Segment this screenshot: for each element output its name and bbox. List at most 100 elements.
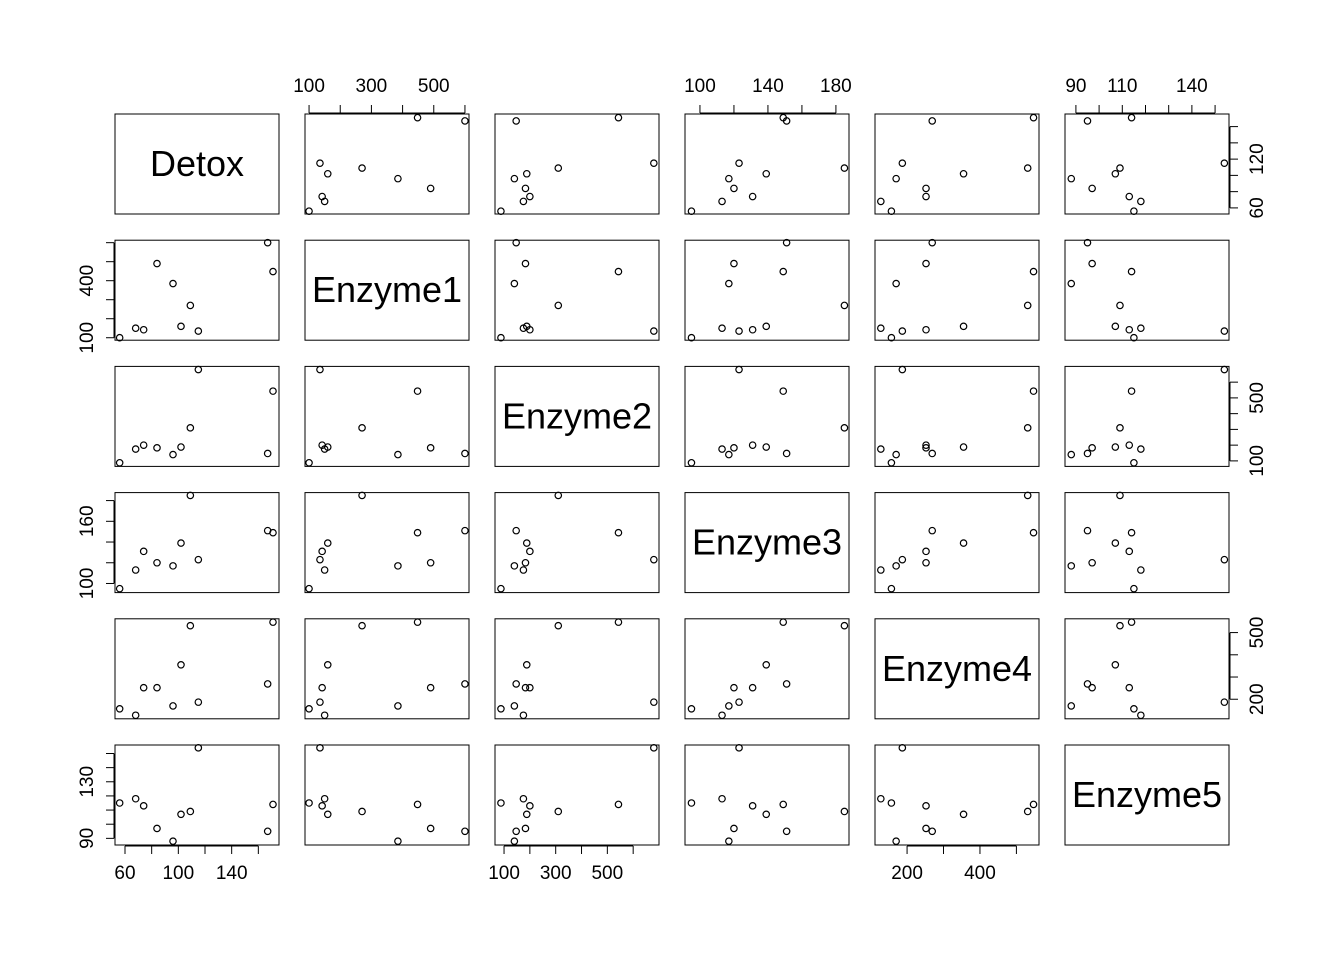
point bbox=[1220, 365, 1229, 374]
point bbox=[1116, 424, 1124, 432]
point bbox=[959, 169, 968, 178]
point bbox=[461, 680, 469, 688]
point bbox=[497, 207, 505, 215]
point bbox=[316, 744, 324, 752]
panel bbox=[1064, 113, 1230, 215]
point bbox=[1130, 704, 1138, 713]
point bbox=[522, 169, 531, 178]
variable-name: Enzyme5 bbox=[1072, 774, 1222, 815]
point bbox=[1023, 807, 1032, 816]
point bbox=[730, 824, 738, 833]
point bbox=[394, 174, 402, 183]
point bbox=[153, 259, 161, 268]
panel bbox=[684, 239, 850, 341]
point bbox=[1127, 387, 1136, 395]
point bbox=[169, 702, 177, 710]
point bbox=[779, 387, 788, 395]
x-tick-label: 200 bbox=[891, 863, 923, 884]
point bbox=[1029, 113, 1038, 122]
point bbox=[687, 799, 696, 807]
point bbox=[177, 660, 185, 669]
y-tick-label: 500 bbox=[1247, 382, 1268, 414]
point bbox=[413, 800, 422, 809]
point bbox=[959, 443, 968, 451]
point bbox=[153, 683, 161, 692]
point bbox=[461, 827, 469, 836]
point bbox=[1137, 566, 1145, 574]
point bbox=[394, 562, 402, 570]
panel bbox=[494, 113, 660, 215]
point bbox=[877, 566, 885, 574]
point bbox=[1088, 558, 1096, 567]
point bbox=[1029, 800, 1038, 809]
x-tick-label: 500 bbox=[591, 863, 623, 884]
point bbox=[510, 702, 519, 710]
point bbox=[892, 174, 900, 183]
point bbox=[186, 424, 195, 432]
point bbox=[877, 794, 885, 803]
point bbox=[426, 184, 435, 193]
point bbox=[521, 558, 530, 567]
point bbox=[316, 555, 324, 564]
point bbox=[1130, 458, 1138, 467]
point bbox=[898, 744, 907, 752]
point bbox=[512, 238, 520, 247]
y-tick-label: 100 bbox=[77, 568, 98, 600]
x-tick-label: 90 bbox=[1065, 76, 1086, 97]
panel bbox=[304, 618, 470, 720]
panel bbox=[1064, 492, 1230, 594]
point bbox=[177, 539, 185, 547]
point bbox=[1116, 164, 1124, 172]
y-tick-label: 130 bbox=[77, 766, 98, 798]
point bbox=[1137, 445, 1145, 453]
point bbox=[320, 566, 329, 574]
point bbox=[510, 174, 519, 183]
point bbox=[1127, 267, 1136, 276]
point bbox=[263, 238, 272, 247]
point bbox=[186, 301, 195, 310]
point bbox=[522, 810, 531, 819]
point bbox=[554, 807, 563, 816]
point bbox=[922, 558, 930, 567]
point bbox=[169, 279, 177, 288]
y-tick-label: 400 bbox=[77, 265, 98, 297]
x-tick-label: 180 bbox=[820, 76, 852, 97]
point bbox=[510, 562, 519, 570]
point bbox=[892, 450, 900, 459]
point bbox=[139, 683, 148, 692]
point bbox=[1116, 491, 1124, 500]
point bbox=[1083, 526, 1092, 535]
point bbox=[1029, 267, 1038, 276]
point bbox=[323, 539, 332, 547]
point bbox=[840, 621, 849, 630]
point bbox=[426, 824, 435, 833]
y-tick-label: 120 bbox=[1247, 143, 1268, 175]
point bbox=[1220, 698, 1229, 706]
panel bbox=[494, 492, 660, 594]
panel bbox=[1064, 365, 1230, 467]
x-tick-label: 110 bbox=[1107, 76, 1137, 97]
point bbox=[526, 547, 534, 556]
point bbox=[320, 711, 329, 720]
point bbox=[269, 618, 277, 626]
point bbox=[323, 443, 332, 451]
point bbox=[526, 683, 534, 692]
x-tick-label: 140 bbox=[752, 76, 784, 97]
panel bbox=[1064, 618, 1230, 720]
panel bbox=[1064, 744, 1230, 846]
point bbox=[1130, 333, 1138, 342]
point bbox=[358, 164, 366, 172]
point bbox=[554, 301, 563, 310]
point bbox=[892, 837, 900, 845]
point bbox=[358, 621, 366, 630]
point bbox=[153, 444, 161, 452]
point bbox=[762, 443, 771, 451]
point bbox=[413, 113, 422, 122]
point bbox=[461, 526, 469, 535]
point bbox=[748, 802, 757, 810]
point bbox=[898, 159, 907, 167]
point bbox=[1083, 449, 1092, 458]
point bbox=[959, 810, 968, 819]
point bbox=[461, 117, 469, 125]
